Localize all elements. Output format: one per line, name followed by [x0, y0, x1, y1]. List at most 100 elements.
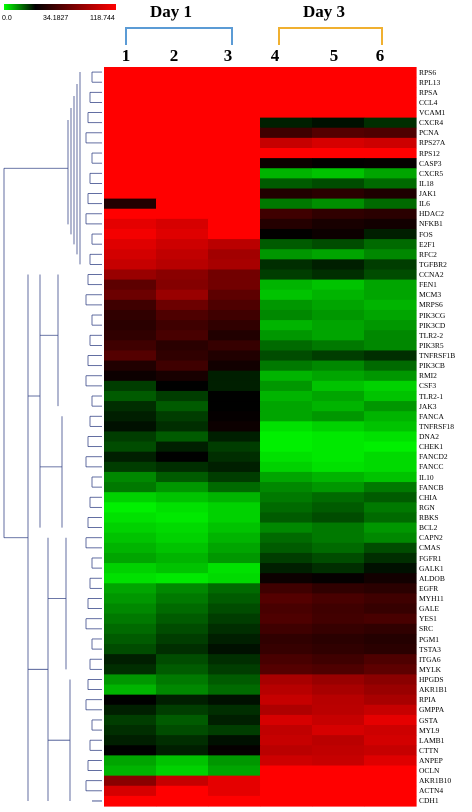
heatmap-cell — [208, 77, 261, 88]
heatmap-cell — [104, 360, 157, 372]
heatmap-cell — [208, 431, 261, 443]
heatmap-cell — [260, 633, 313, 645]
heatmap-cell — [312, 178, 365, 190]
heatmap-cell — [260, 765, 313, 777]
heatmap-cell — [260, 299, 313, 311]
heatmap-cell — [260, 320, 313, 331]
heatmap-cell — [260, 674, 313, 686]
gene-label: PIK3CB — [419, 361, 445, 371]
heatmap-cell — [364, 633, 417, 645]
gene-label: JAK3 — [419, 401, 437, 411]
heatmap-cell — [260, 775, 313, 787]
heatmap-cell — [208, 350, 261, 362]
heatmap-cell — [104, 249, 157, 260]
heatmap-cell — [260, 704, 313, 716]
gene-label: E2F1 — [419, 239, 436, 249]
heatmap-cell — [312, 259, 365, 271]
gene-label: RGN — [419, 502, 435, 512]
gene-label: FANCC — [419, 462, 444, 472]
heatmap-cell — [156, 411, 209, 422]
heatmap-cell — [260, 492, 313, 503]
heatmap-cell — [312, 320, 365, 331]
heatmap-cell — [364, 421, 417, 433]
heatmap-cell — [156, 87, 209, 98]
gene-label: IL18 — [419, 178, 434, 188]
heatmap-cell — [260, 664, 313, 675]
heatmap-cell — [156, 421, 209, 433]
heatmap-cell — [156, 583, 209, 595]
heatmap-cell — [104, 583, 157, 595]
heatmap-cell — [364, 603, 417, 615]
heatmap-cell — [104, 198, 157, 210]
heatmap-cell — [208, 451, 261, 463]
heatmap-cell — [156, 765, 209, 777]
heatmap-cell — [104, 603, 157, 615]
heatmap-cell — [156, 77, 209, 88]
heatmap-cell — [364, 714, 417, 726]
gene-label: CSF3 — [419, 381, 437, 391]
heatmap-cell — [104, 542, 157, 554]
heatmap-cell — [208, 704, 261, 716]
heatmap-cell — [156, 239, 209, 250]
heatmap-cell — [364, 795, 417, 807]
heatmap-cell — [104, 644, 157, 655]
heatmap-cell — [208, 259, 261, 271]
heatmap-cell — [208, 380, 261, 392]
heatmap-cell — [364, 431, 417, 443]
gene-label: FANCD2 — [419, 452, 448, 462]
heatmap-cell — [156, 482, 209, 493]
heatmap-cell — [208, 269, 261, 281]
heatmap-cell — [364, 107, 417, 119]
heatmap-cell — [208, 370, 261, 382]
heatmap-cell — [312, 785, 365, 797]
heatmap-cell — [104, 471, 157, 483]
heatmap-cell — [156, 451, 209, 463]
heatmap-cell — [260, 67, 313, 78]
heatmap-cell — [208, 67, 261, 78]
heatmap-cell — [104, 502, 157, 514]
heatmap-cell — [104, 785, 157, 797]
heatmap-cell — [260, 259, 313, 271]
column-label: 6 — [375, 46, 385, 65]
heatmap-cell — [312, 644, 365, 655]
heatmap-cell — [156, 492, 209, 503]
heatmap-cell — [364, 239, 417, 250]
heatmap-cell — [260, 340, 313, 352]
heatmap-cell — [312, 684, 365, 696]
heatmap-cell — [260, 461, 313, 473]
heatmap-cell — [364, 147, 417, 159]
group-bracket-day-1 — [125, 27, 233, 45]
heatmap-cell — [156, 745, 209, 756]
heatmap-cell — [260, 117, 313, 129]
heatmap-cell — [312, 613, 365, 625]
heatmap-cell — [208, 684, 261, 696]
heatmap-cell — [208, 127, 261, 139]
heatmap-cell — [104, 97, 157, 109]
heatmap-cell — [260, 178, 313, 190]
heatmap-cell — [312, 401, 365, 412]
heatmap-cell — [260, 158, 313, 169]
heatmap-cell — [208, 228, 261, 240]
heatmap-cell — [364, 451, 417, 463]
color-scale-bar — [4, 4, 116, 10]
heatmap-cell — [156, 168, 209, 179]
heatmap-cell — [312, 147, 365, 159]
heatmap-cell — [208, 137, 261, 149]
heatmap-cell — [104, 684, 157, 696]
heatmap-cell — [260, 745, 313, 756]
heatmap-cell — [104, 309, 157, 321]
gene-label: IL6 — [419, 199, 430, 209]
heatmap-cell — [364, 158, 417, 169]
heatmap-cell — [260, 795, 313, 807]
heatmap-cell — [364, 178, 417, 190]
heatmap-cell — [208, 623, 261, 635]
gene-label: MYH11 — [419, 594, 444, 603]
heatmap-cell — [208, 694, 261, 706]
heatmap-cell — [364, 380, 417, 392]
heatmap-cell — [156, 542, 209, 554]
heatmap-cell — [364, 228, 417, 240]
heatmap-cell — [104, 532, 157, 544]
heatmap-cell — [364, 117, 417, 129]
heatmap-cell — [312, 482, 365, 493]
gene-label: RPL13 — [419, 77, 441, 87]
